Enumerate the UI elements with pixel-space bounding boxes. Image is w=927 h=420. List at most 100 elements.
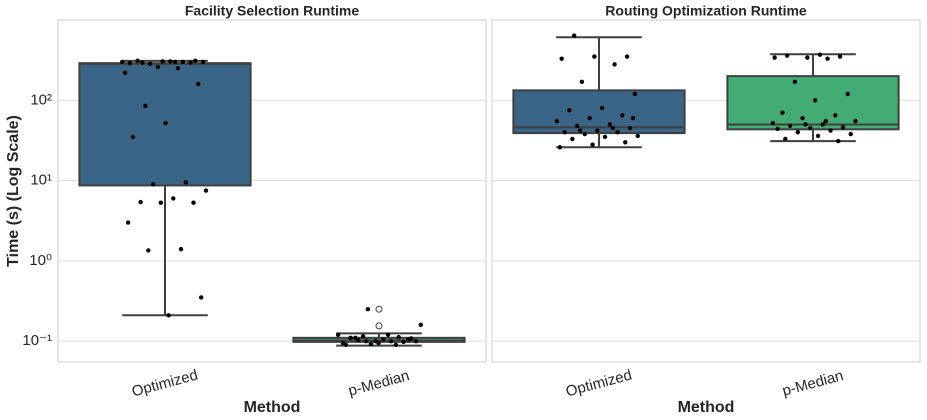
point [376,340,381,346]
point [574,123,580,129]
point [787,123,793,129]
point [199,295,204,300]
plot-area [491,19,921,363]
y-axis-label: Time (s) (Log Scale) [5,115,22,267]
point [567,108,572,113]
point [183,180,188,185]
point [602,134,608,140]
point [607,122,613,127]
point [780,110,785,115]
outlier [375,305,383,313]
point [401,339,406,345]
point [188,60,193,65]
point [817,52,823,57]
point [836,138,841,144]
point [853,118,858,124]
point [623,140,628,145]
point [356,337,361,343]
point [570,136,575,142]
point [143,103,148,109]
point [363,338,369,344]
y-tick-label: 10⁰ [29,252,52,269]
point [140,60,145,65]
point [845,91,850,97]
x-tick-label: p-Median [346,367,411,400]
point [158,200,163,205]
point [632,91,637,97]
point [772,55,777,60]
x-tick-label: Optimized [564,367,634,401]
y-tick-label: 10⁻¹ [22,332,52,349]
point [413,338,419,344]
box [512,89,686,135]
point [554,118,560,124]
point [200,59,206,65]
point [848,131,853,137]
point [587,115,592,121]
point [365,307,371,312]
point [812,98,818,103]
point [193,58,198,64]
point [784,53,790,58]
point [610,125,615,131]
x-axis-label: Method [678,399,735,416]
point [627,125,633,131]
box [726,75,900,131]
point [146,248,151,253]
point [178,246,184,252]
point [171,196,176,201]
point [795,130,801,135]
point [360,334,366,339]
point [155,64,161,70]
point [559,56,564,61]
point [381,337,386,342]
point [396,335,401,340]
point [393,342,398,348]
x-axis-label: Method [244,399,301,416]
panel-title: Routing Optimization Runtime [605,3,807,19]
point [579,79,585,84]
point [803,122,808,127]
point [770,120,776,126]
point [166,313,171,318]
point [808,125,813,131]
point [620,113,625,118]
point [348,335,353,341]
point [825,56,830,61]
point [837,54,843,59]
point [130,134,136,140]
point [172,59,178,65]
point [823,118,828,124]
point [388,338,394,344]
point [815,133,821,139]
y-tick-label: 10² [30,91,52,108]
x-tick-label: p-Median [780,367,845,400]
point [624,54,630,59]
point [203,188,209,193]
point [180,59,186,65]
point [599,105,605,111]
point [125,220,131,225]
point [571,33,577,38]
point [418,322,423,327]
point [615,130,620,135]
point [120,59,125,65]
point [775,126,780,132]
point [828,128,833,133]
point [612,62,617,67]
point [135,58,140,64]
point [343,342,349,348]
point [577,128,583,133]
point [168,59,173,64]
point [127,60,133,66]
panel-title: Facility Selection Runtime [185,3,359,19]
point [590,142,595,147]
point [630,115,636,121]
point [562,130,567,135]
point [385,332,391,337]
point [122,70,128,75]
point [175,66,181,71]
point [147,61,153,66]
point [805,55,810,60]
